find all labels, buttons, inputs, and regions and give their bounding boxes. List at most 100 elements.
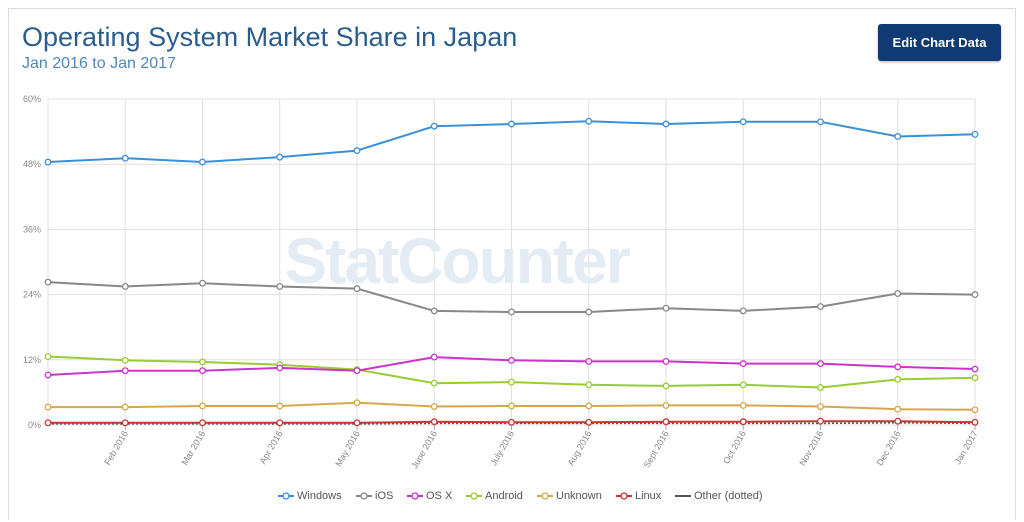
data-point-windows: [44, 158, 52, 166]
data-point-windows: [121, 154, 129, 162]
data-point-unknown: [971, 406, 979, 414]
data-point-windows: [894, 133, 902, 140]
x-tick-label: Nov 2016: [797, 429, 825, 467]
x-tick-label: Sept 2016: [642, 429, 671, 470]
y-tick-label: 12%: [23, 355, 41, 365]
data-point-windows: [508, 120, 515, 128]
data-point-android: [739, 381, 747, 389]
data-point-windows: [585, 117, 593, 125]
data-point-unknown: [44, 403, 52, 411]
data-point-android: [121, 356, 129, 364]
data-point-os-x: [508, 356, 515, 364]
data-point-windows: [430, 122, 438, 130]
data-point-ios: [199, 279, 206, 287]
data-point-linux: [894, 417, 902, 425]
data-point-android: [44, 353, 52, 360]
data-point-unknown: [276, 402, 284, 410]
data-point-os-x: [739, 360, 747, 368]
data-point-android: [971, 374, 979, 382]
legend-item-android[interactable]: Android: [466, 486, 523, 506]
data-point-unknown: [199, 402, 206, 410]
chart-subtitle: Jan 2016 to Jan 2017: [22, 55, 176, 72]
x-tick-label: Oct 2016: [721, 429, 748, 466]
x-tick-label: Feb 2016: [102, 429, 130, 467]
legend-marker-ios-icon: [356, 492, 372, 500]
data-point-linux: [199, 419, 206, 427]
data-point-android: [894, 375, 902, 383]
legend-label: Unknown: [556, 490, 602, 502]
data-point-ios: [585, 308, 593, 316]
chart-legend: Windows iOS OS X Android Unknown Linux Other (…: [0, 486, 1024, 506]
data-point-linux: [585, 418, 593, 426]
legend-item-ios[interactable]: iOS: [356, 486, 393, 506]
data-point-os-x: [662, 357, 670, 365]
data-point-unknown: [121, 403, 129, 411]
data-point-ios: [508, 308, 515, 316]
legend-marker-unknown-icon: [537, 492, 553, 500]
edit-chart-data-button[interactable]: Edit Chart Data: [878, 24, 1001, 61]
x-tick-label: Aug 2016: [566, 429, 594, 467]
legend-item-linux[interactable]: Linux: [616, 486, 661, 506]
legend-label: Linux: [635, 490, 662, 502]
data-point-linux: [44, 419, 52, 427]
data-point-os-x: [817, 360, 824, 368]
data-point-linux: [276, 419, 284, 427]
data-point-windows: [199, 158, 206, 166]
data-point-ios: [430, 307, 438, 315]
data-point-linux: [662, 418, 670, 426]
data-point-android: [430, 379, 438, 387]
legend-label: Windows: [297, 490, 342, 502]
data-point-os-x: [121, 367, 129, 375]
legend-marker-linux-icon: [616, 492, 632, 500]
data-point-ios: [276, 283, 284, 290]
legend-item-windows[interactable]: Windows: [278, 486, 342, 506]
data-point-ios: [44, 278, 52, 286]
data-point-os-x: [199, 367, 206, 375]
data-point-unknown: [894, 405, 902, 413]
data-point-windows: [353, 147, 361, 155]
data-point-android: [817, 384, 824, 391]
data-point-android: [508, 378, 515, 386]
data-point-linux: [430, 418, 438, 426]
legend-marker-android-icon: [466, 492, 482, 500]
data-point-unknown: [817, 403, 824, 410]
legend-marker-os-x-icon: [407, 492, 423, 500]
legend-label: Other (dotted): [694, 490, 763, 502]
data-point-linux: [817, 417, 824, 425]
x-tick-label: Mar 2016: [180, 429, 208, 467]
data-point-os-x: [894, 363, 902, 371]
data-point-linux: [353, 419, 361, 427]
legend-label: Android: [485, 490, 523, 502]
data-point-android: [585, 381, 593, 389]
legend-item-unknown[interactable]: Unknown: [537, 486, 602, 506]
data-point-os-x: [585, 357, 593, 365]
data-point-linux: [121, 419, 129, 427]
watermark-logo: StatCounter: [284, 225, 629, 297]
line-chart: 0% 12% 24% 36% 48% 60% Feb 2016 Mar 2016 Apr 201…: [23, 94, 980, 470]
legend-item-other-dotted[interactable]: Other (dotted): [675, 486, 762, 506]
data-point-unknown: [739, 401, 747, 409]
data-point-ios: [739, 307, 747, 315]
data-point-os-x: [971, 365, 979, 373]
data-point-os-x: [430, 353, 438, 361]
legend-marker-windows-icon: [278, 492, 294, 500]
chart-title: Operating System Market Share in Japan: [22, 22, 518, 52]
data-point-android: [199, 358, 206, 366]
data-point-os-x: [353, 367, 361, 375]
data-point-windows: [817, 118, 824, 126]
x-tick-label: Apr 2016: [258, 429, 285, 466]
legend-label: iOS: [375, 490, 394, 502]
data-point-ios: [894, 290, 902, 297]
data-point-windows: [971, 130, 979, 138]
x-tick-label: Jan 2017: [953, 429, 980, 466]
data-point-unknown: [430, 403, 438, 410]
x-tick-label: June 2016: [409, 429, 439, 470]
y-tick-label: 36%: [23, 224, 41, 234]
data-point-ios: [817, 303, 824, 311]
data-point-ios: [121, 283, 129, 290]
x-tick-label: Dec 2016: [875, 429, 903, 467]
data-point-ios: [662, 304, 670, 312]
data-point-ios: [971, 291, 979, 299]
legend-item-os-x[interactable]: OS X: [407, 486, 452, 506]
data-point-windows: [276, 153, 284, 161]
